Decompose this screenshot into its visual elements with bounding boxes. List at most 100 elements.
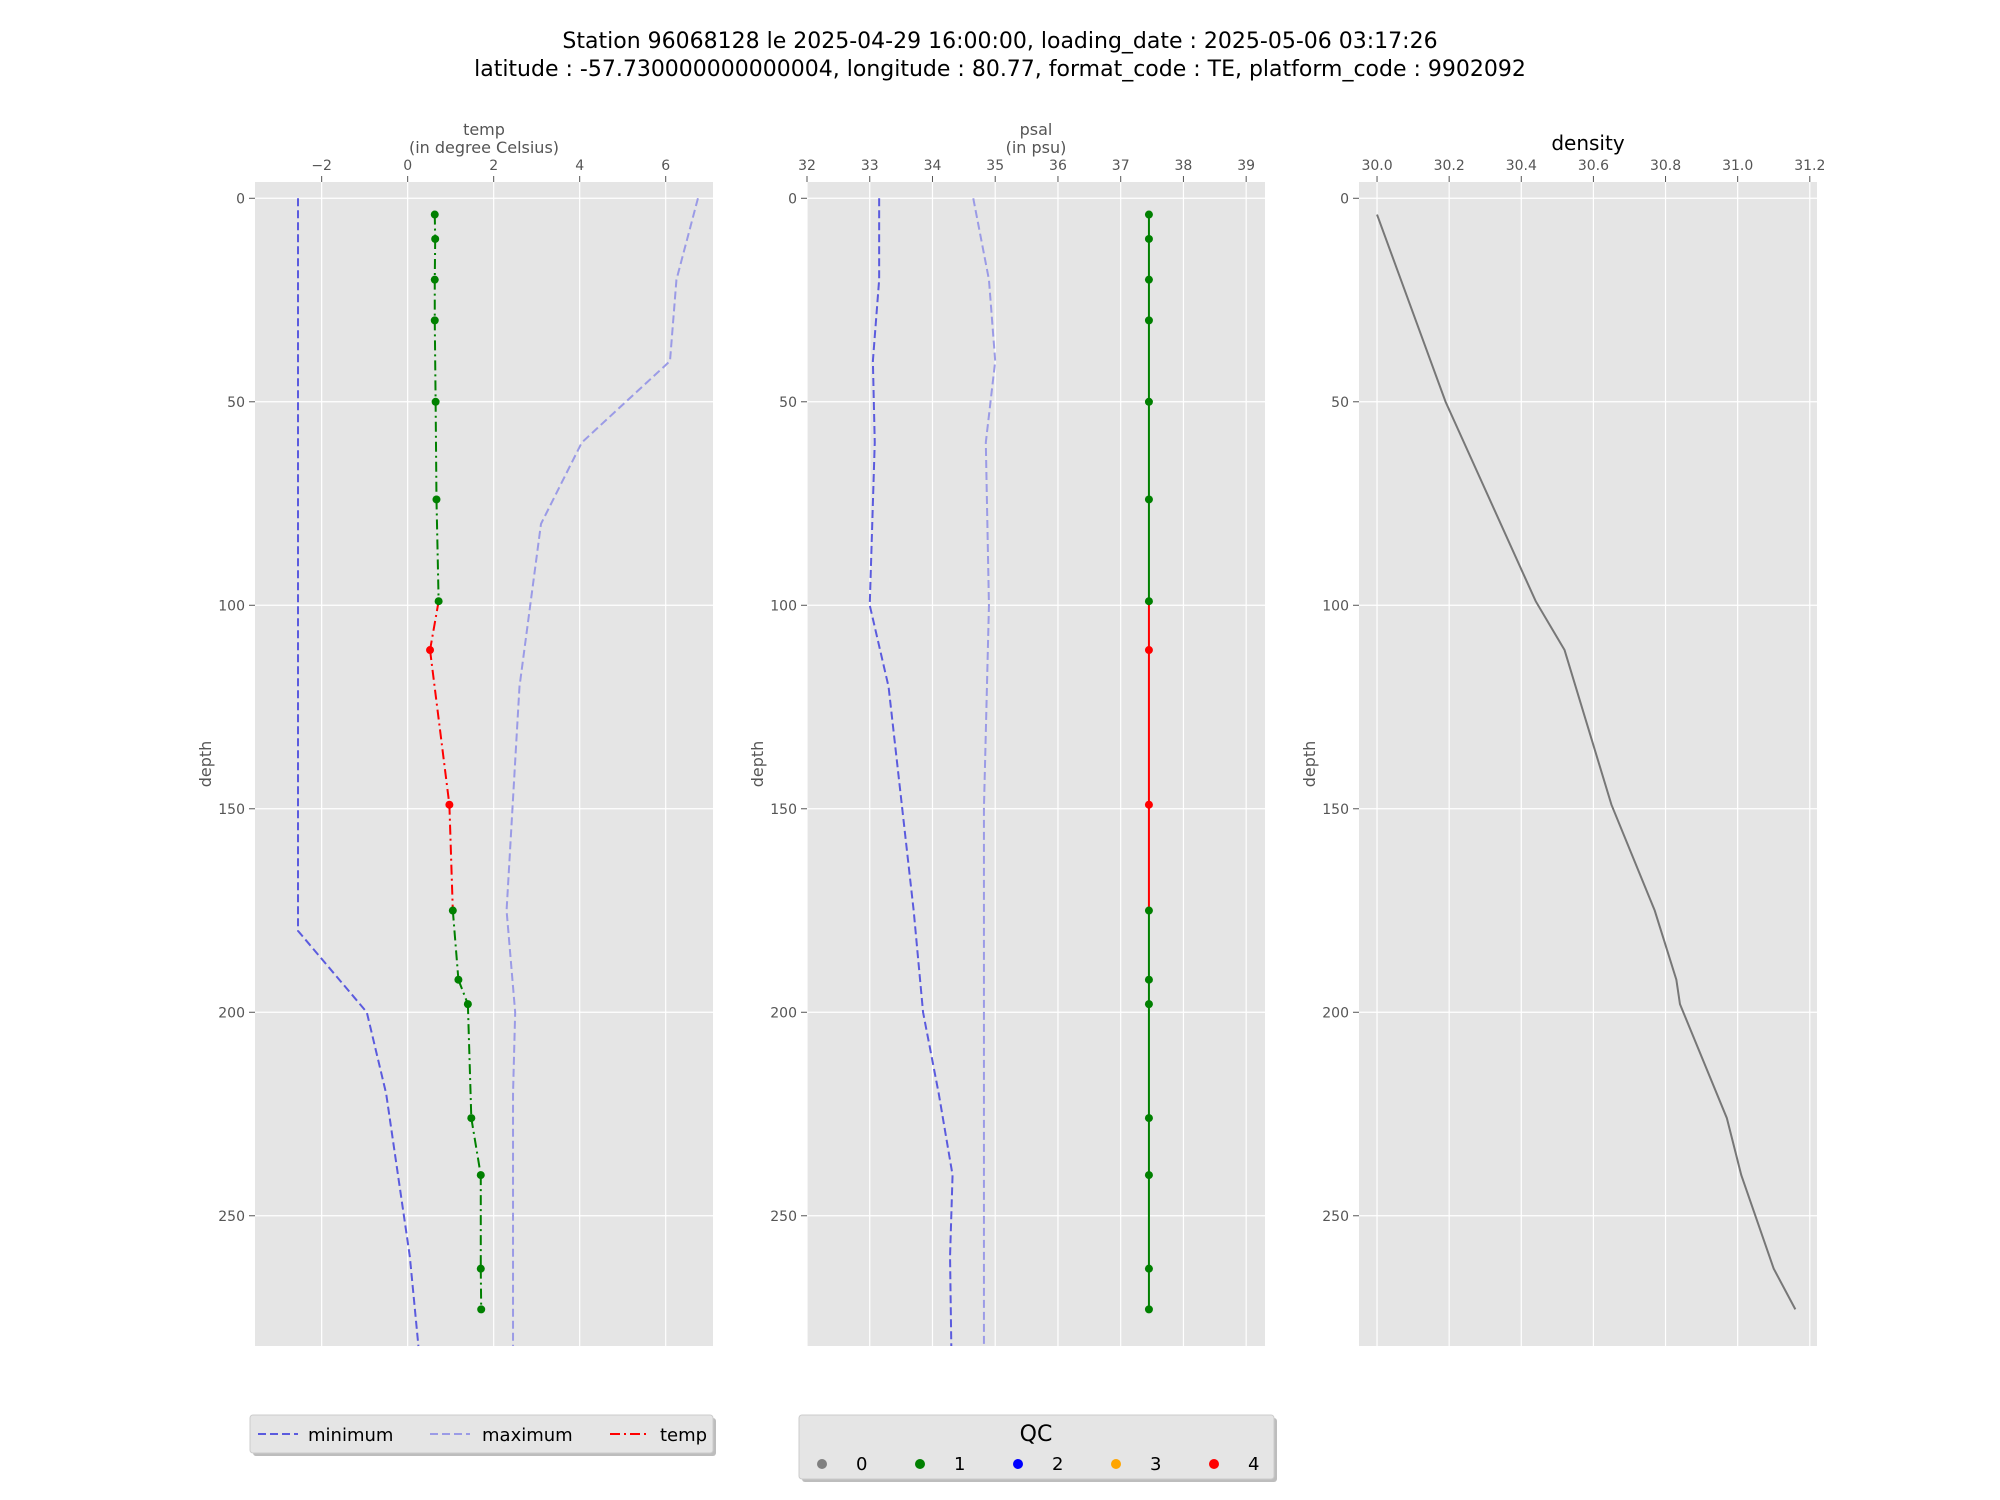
temp-data-point <box>445 800 454 809</box>
temp-x-axis-unit: (in degree Celsius) <box>409 138 559 157</box>
psal-data-point <box>1144 1000 1153 1009</box>
psal-x-tick-label: 37 <box>1112 158 1130 174</box>
psal-x-axis-label: psal <box>1020 120 1053 139</box>
temp-x-tick-label: −2 <box>311 158 332 174</box>
psal-minimum-line <box>868 198 954 1347</box>
temp-plot-area <box>255 182 713 1346</box>
temp-x-tick-label: 2 <box>489 158 498 174</box>
qc-legend-label-2: 2 <box>1052 1454 1063 1475</box>
qc-legend-marker-2 <box>1013 1459 1023 1469</box>
temp-legend: minimum maximum temp <box>249 1414 716 1456</box>
temp-data-point <box>430 316 439 325</box>
psal-x-tick-label: 34 <box>924 158 942 174</box>
qc-legend-marker-4 <box>1209 1459 1219 1469</box>
temp-profile-segment <box>435 499 440 602</box>
qc-legend-marker-1 <box>915 1459 925 1469</box>
temp-data-point <box>434 597 443 606</box>
qc-legend-items: 0 1 2 3 4 <box>817 1454 1259 1475</box>
temp-profile-segment <box>433 320 437 402</box>
psal-y-tick-label: 0 <box>788 191 797 207</box>
psal-y-tick-label: 150 <box>770 802 797 818</box>
psal-panel: 32 33 34 35 36 37 38 39 0 50 100 150 200 250 depth psal… <box>748 120 1265 1347</box>
temp-y-tick-label: 150 <box>218 802 245 818</box>
temp-data-point <box>476 1264 485 1273</box>
density-y-tick-label: 0 <box>1340 191 1349 207</box>
density-x-tick-label: 30.8 <box>1650 158 1681 174</box>
psal-x-tick-label: 33 <box>861 158 879 174</box>
density-x-tick-label: 31.0 <box>1722 158 1753 174</box>
psal-x-axis-unit: (in psu) <box>1006 138 1067 157</box>
psal-data-point <box>1144 1305 1153 1314</box>
psal-data-point <box>1144 275 1153 284</box>
density-plot-area <box>1359 182 1817 1346</box>
density-x-tick-label: 30.0 <box>1361 158 1392 174</box>
psal-data-point <box>1144 906 1153 915</box>
density-line <box>1376 214 1797 1310</box>
psal-data-point <box>1144 397 1153 406</box>
density-y-axis-label: depth <box>1300 741 1319 788</box>
temp-minimum-line <box>297 198 420 1347</box>
legend-maximum-label: maximum <box>482 1425 573 1446</box>
temp-data-point <box>467 1114 476 1123</box>
psal-y-tick-label: 250 <box>770 1209 797 1225</box>
temp-data-point <box>431 234 440 243</box>
psal-data-point <box>1144 495 1153 504</box>
qc-legend-title: QC <box>1020 1422 1053 1447</box>
psal-data-point <box>1144 316 1153 325</box>
psal-data-point <box>1144 597 1153 606</box>
temp-y-tick-label: 0 <box>236 191 245 207</box>
temp-data-point <box>463 1000 472 1009</box>
temp-profile-segment <box>466 1004 473 1119</box>
temp-y-tick-label: 250 <box>218 1209 245 1225</box>
qc-legend-label-4: 4 <box>1248 1454 1259 1475</box>
chart-title-line1: Station 96068128 le 2025-04-29 16:00:00,… <box>562 29 1437 54</box>
psal-x-tick-label: 35 <box>986 158 1004 174</box>
psal-data-point <box>1144 1114 1153 1123</box>
psal-maximum-line <box>972 198 997 1346</box>
temp-panel: −2 0 2 4 6 0 50 100 150 200 250 depth temp(in degree… <box>196 120 713 1347</box>
psal-data-point <box>1144 975 1153 984</box>
temp-y-tick-label: 100 <box>218 598 245 614</box>
density-x-tick-label: 30.4 <box>1506 158 1537 174</box>
temp-data-point <box>454 975 463 984</box>
temp-y-axis-label: depth <box>196 741 215 788</box>
temp-data-point <box>430 210 439 219</box>
psal-data-point <box>1144 234 1153 243</box>
density-y-tick-label: 100 <box>1322 598 1349 614</box>
qc-legend-label-1: 1 <box>954 1454 965 1475</box>
chart-title-line2: latitude : -57.730000000000004, longitud… <box>474 57 1526 82</box>
temp-profile-segment <box>457 979 469 1005</box>
density-x-tick-label: 31.2 <box>1794 158 1825 174</box>
psal-y-axis-label: depth <box>748 741 767 788</box>
psal-x-tick-label: 32 <box>798 158 816 174</box>
temp-x-axis-label: temp <box>463 120 505 139</box>
temp-data-point <box>476 1171 485 1180</box>
temp-data-point <box>432 495 441 504</box>
psal-data-point <box>1144 646 1153 655</box>
psal-plot-area <box>807 182 1265 1346</box>
psal-x-tick-label: 38 <box>1175 158 1193 174</box>
density-panel: 30.0 30.2 30.4 30.6 30.8 31.0 31.2 0 50 100 150 200… <box>1300 131 1825 1346</box>
legend-temp-label: temp <box>660 1425 707 1446</box>
density-y-tick-label: 50 <box>1331 395 1349 411</box>
psal-x-tick-label: 39 <box>1237 158 1255 174</box>
psal-data-point <box>1144 800 1153 809</box>
temp-data-point <box>431 397 440 406</box>
temp-profile-segment <box>470 1117 482 1176</box>
temp-x-tick-label: 0 <box>403 158 412 174</box>
temp-data-point <box>426 646 435 655</box>
density-x-tick-label: 30.6 <box>1578 158 1609 174</box>
temp-profile-segment <box>448 804 454 911</box>
temp-maximum-line <box>505 198 699 1346</box>
temp-y-tick-label: 200 <box>218 1005 245 1021</box>
temp-data-point <box>430 275 439 284</box>
qc-legend: QC 0 1 2 3 4 <box>798 1414 1277 1482</box>
qc-legend-label-3: 3 <box>1150 1454 1161 1475</box>
legend-minimum-label: minimum <box>308 1425 393 1446</box>
qc-legend-marker-3 <box>1111 1459 1121 1469</box>
qc-legend-label-0: 0 <box>856 1454 867 1475</box>
psal-x-tick-label: 36 <box>1049 158 1067 174</box>
psal-y-tick-label: 200 <box>770 1005 797 1021</box>
temp-profile-segment <box>429 649 451 805</box>
